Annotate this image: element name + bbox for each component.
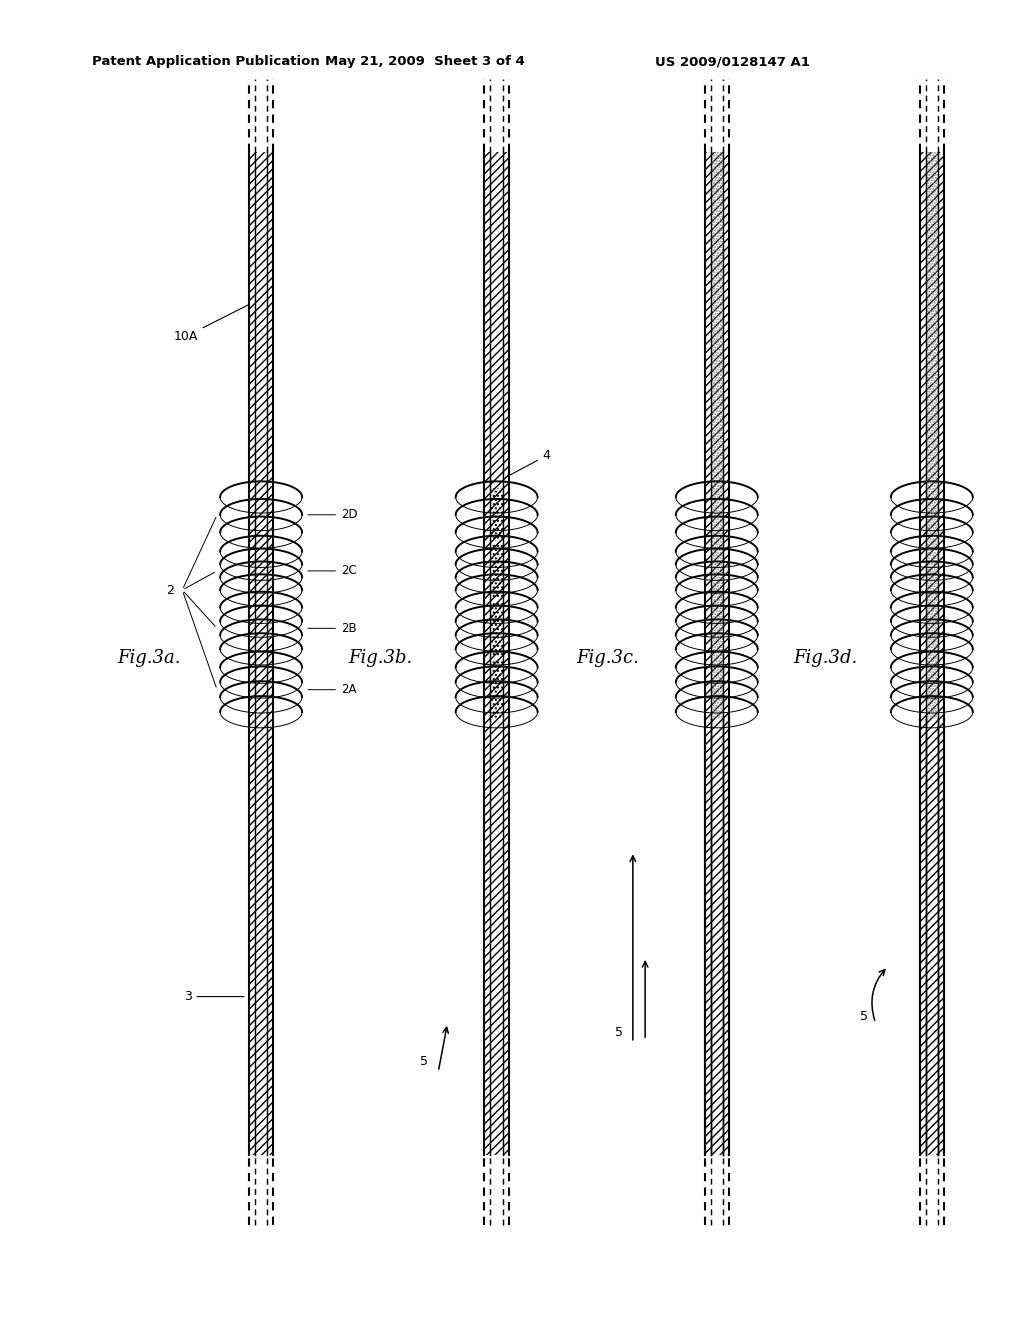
Text: 4: 4 xyxy=(507,449,551,477)
Bar xyxy=(705,152,729,719)
Text: Patent Application Publication: Patent Application Publication xyxy=(92,55,319,69)
Bar xyxy=(484,152,509,1155)
Text: May 21, 2009  Sheet 3 of 4: May 21, 2009 Sheet 3 of 4 xyxy=(325,55,525,69)
Bar xyxy=(705,719,729,1155)
Text: Fig.3b.: Fig.3b. xyxy=(348,649,413,668)
Text: 5: 5 xyxy=(614,1026,623,1039)
Text: 5: 5 xyxy=(860,1010,868,1023)
Text: Fig.3d.: Fig.3d. xyxy=(794,649,858,668)
Text: 2C: 2C xyxy=(308,565,356,577)
Bar xyxy=(249,152,273,1155)
Text: 10A: 10A xyxy=(173,305,249,343)
Text: Fig.3a.: Fig.3a. xyxy=(118,649,181,668)
Text: 5: 5 xyxy=(420,1055,428,1068)
Bar xyxy=(490,601,503,656)
Bar xyxy=(920,719,944,1155)
Bar xyxy=(920,152,944,719)
Text: 2B: 2B xyxy=(308,622,356,635)
Text: 2: 2 xyxy=(166,583,174,597)
Bar xyxy=(490,545,503,597)
Text: 2A: 2A xyxy=(308,684,356,696)
Text: Fig.3c.: Fig.3c. xyxy=(577,649,639,668)
Text: US 2009/0128147 A1: US 2009/0128147 A1 xyxy=(655,55,810,69)
Bar xyxy=(926,152,938,719)
Bar xyxy=(711,152,723,719)
Bar xyxy=(490,660,503,719)
Bar xyxy=(490,488,503,541)
Text: 3: 3 xyxy=(183,990,244,1003)
Text: 2D: 2D xyxy=(308,508,357,521)
